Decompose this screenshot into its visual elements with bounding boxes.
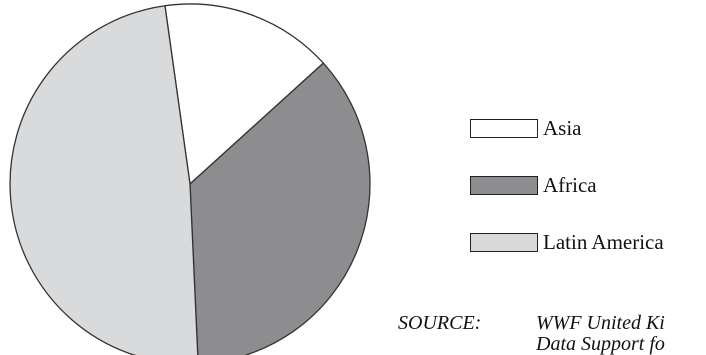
source-label: SOURCE: bbox=[398, 312, 482, 334]
source-text-line-2: Data Support fo bbox=[536, 333, 665, 355]
legend-label-latin-america: Latin America bbox=[543, 229, 664, 254]
pie-slice-asia bbox=[164, 3, 324, 185]
legend-label-asia: Asia bbox=[543, 115, 582, 140]
source-note: SOURCE: WWF United Ki Data Support fo bbox=[398, 312, 706, 355]
legend-swatch-africa bbox=[470, 175, 538, 195]
pie-slice-latin-america bbox=[9, 5, 199, 355]
legend-item-latin-america: Latin America bbox=[470, 230, 664, 254]
legend-swatch-asia bbox=[470, 118, 538, 138]
pie-slice-africa bbox=[189, 62, 371, 355]
legend-item-asia: Asia bbox=[470, 116, 664, 140]
legend: Asia Africa Latin America bbox=[470, 116, 664, 254]
legend-item-africa: Africa bbox=[470, 173, 664, 197]
legend-swatch-latin-america bbox=[470, 232, 538, 252]
source-text-line-1: WWF United Ki bbox=[536, 312, 665, 334]
legend-label-africa: Africa bbox=[543, 172, 597, 197]
